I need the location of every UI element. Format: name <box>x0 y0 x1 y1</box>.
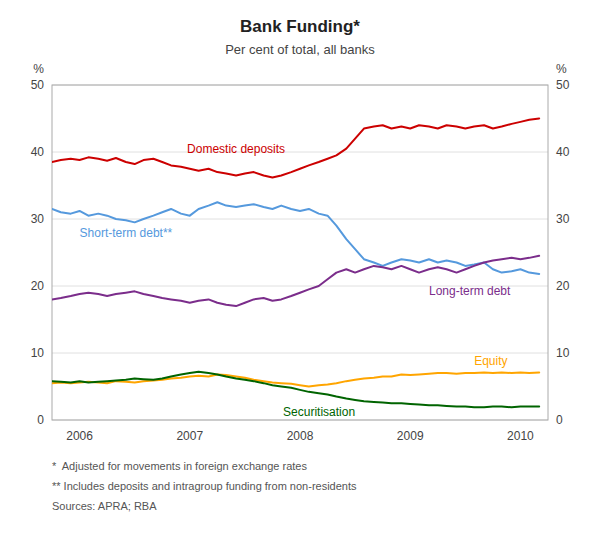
x-tick-label: 2010 <box>507 429 534 443</box>
footnote: ** Includes deposits and intragroup fund… <box>52 480 357 492</box>
title: Bank Funding* <box>240 17 360 36</box>
subtitle: Per cent of total, all banks <box>225 42 375 57</box>
x-tick-label: 2007 <box>176 429 203 443</box>
series-label: Equity <box>474 354 507 368</box>
plot-frame <box>52 85 548 420</box>
y2-tick-label: 50 <box>556 78 570 92</box>
y2-tick-label: 40 <box>556 145 570 159</box>
footnote: * Adjusted for movements in foreign exch… <box>52 460 307 472</box>
y-tick-label: 30 <box>31 212 45 226</box>
series-label: Securitisation <box>283 405 355 419</box>
y-tick-label: 40 <box>31 145 45 159</box>
x-tick-label: 2009 <box>397 429 424 443</box>
y2-tick-label: 0 <box>556 413 563 427</box>
series-line <box>52 372 539 408</box>
y-tick-label: 20 <box>31 279 45 293</box>
y2-axis-label: % <box>556 62 567 76</box>
series-line <box>52 202 539 274</box>
series-line <box>52 119 539 178</box>
y-tick-label: 10 <box>31 346 45 360</box>
x-tick-label: 2006 <box>66 429 93 443</box>
lines <box>52 119 539 408</box>
y-axis-label: % <box>33 62 44 76</box>
grid-line <box>52 219 548 220</box>
series-label: Long-term debt <box>429 284 511 298</box>
series-line <box>52 256 539 306</box>
x-tick-label: 2008 <box>287 429 314 443</box>
series-label: Domestic deposits <box>187 142 285 156</box>
y-tick-label: 0 <box>37 413 44 427</box>
y2-tick-label: 30 <box>556 212 570 226</box>
series-label: Short-term debt** <box>80 226 173 240</box>
grid <box>52 85 548 420</box>
y2-tick-label: 20 <box>556 279 570 293</box>
grid-line <box>52 152 548 153</box>
y-tick-label: 50 <box>31 78 45 92</box>
chart: Bank Funding* Per cent of total, all bank… <box>0 0 600 550</box>
y2-tick-label: 10 <box>556 346 570 360</box>
footnote: Sources: APRA; RBA <box>52 500 157 512</box>
